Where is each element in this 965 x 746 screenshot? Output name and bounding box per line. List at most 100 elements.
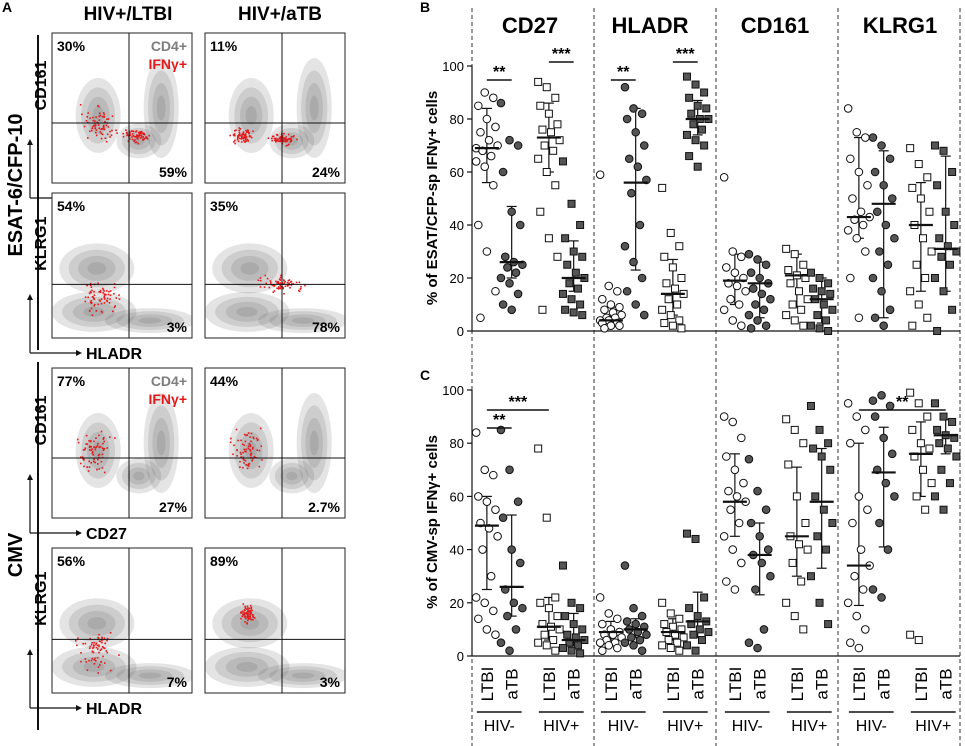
data-point <box>658 598 667 607</box>
cd4-density <box>280 669 326 682</box>
ifng-event <box>94 461 96 464</box>
data-point <box>870 167 880 177</box>
data-point <box>746 324 756 333</box>
ifng-event <box>275 141 277 143</box>
ifng-event <box>244 440 247 443</box>
data-point <box>751 300 760 309</box>
cd4-density <box>234 87 269 144</box>
ifng-event <box>290 284 293 287</box>
data-point <box>620 82 630 92</box>
ifng-event <box>138 134 141 136</box>
data-point <box>697 125 706 134</box>
data-point <box>923 412 932 421</box>
ifng-event <box>88 466 91 468</box>
ifng-event <box>116 132 118 134</box>
ifng-event <box>88 460 90 463</box>
flow-plot-frame <box>204 192 346 339</box>
ifng-event <box>88 449 91 451</box>
ifng-event <box>114 437 116 439</box>
data-point <box>540 630 549 639</box>
data-point <box>673 638 682 647</box>
cd4-density <box>156 95 166 121</box>
ifng-event <box>272 284 274 287</box>
data-point <box>507 305 516 315</box>
ifng-event <box>298 289 300 292</box>
data-point <box>815 425 824 434</box>
ifng-event <box>133 135 136 138</box>
data-point <box>906 287 915 296</box>
category-label: aTB <box>937 668 956 699</box>
cd4-density <box>231 610 269 636</box>
data-point <box>879 433 888 443</box>
cd4-density <box>72 656 116 677</box>
data-point <box>685 604 694 613</box>
data-point <box>484 135 494 145</box>
ifng-event <box>242 456 245 459</box>
ifng-event <box>144 136 147 139</box>
cd4-density <box>127 467 151 485</box>
data-point <box>576 300 585 309</box>
data-point <box>567 199 576 208</box>
data-point <box>569 620 578 629</box>
data-point <box>660 319 669 328</box>
ifng-event <box>242 466 244 469</box>
data-point <box>482 625 492 634</box>
category-label: aTB <box>627 668 646 699</box>
quadrant-pct-top: 56% <box>57 553 86 569</box>
ifng-event <box>109 298 111 300</box>
ifng-event <box>127 134 129 136</box>
data-point <box>753 316 762 325</box>
data-point <box>660 252 669 261</box>
ifng-event <box>90 440 92 442</box>
ifng-event <box>249 445 252 448</box>
data-point <box>868 273 878 283</box>
data-point <box>826 289 835 298</box>
cd4-density <box>156 430 166 456</box>
data-point <box>906 144 915 153</box>
ifng-event <box>233 141 235 143</box>
ifng-event <box>100 460 103 463</box>
cd4-density <box>258 308 345 334</box>
ifng-event <box>84 642 87 645</box>
significance-label: ** <box>493 412 506 429</box>
ifng-event <box>98 299 101 301</box>
data-point <box>732 492 742 501</box>
legend-cd4: CD4+ <box>151 373 187 389</box>
y-tick-label: 20 <box>450 596 464 611</box>
ifng-event <box>299 288 302 290</box>
data-point <box>935 234 944 243</box>
data-point <box>704 628 713 637</box>
data-point <box>744 454 754 464</box>
ifng-event <box>283 282 286 284</box>
data-point <box>515 558 525 568</box>
data-point <box>542 513 551 522</box>
cd4-density <box>152 418 170 468</box>
data-point <box>693 612 702 621</box>
ifng-event <box>106 118 108 120</box>
group-label: HIV- <box>856 718 887 735</box>
data-point <box>675 316 684 325</box>
ifng-event <box>277 281 279 283</box>
data-point <box>930 141 939 150</box>
data-point <box>824 620 833 629</box>
ifng-event <box>102 292 104 294</box>
ifng-event <box>239 460 241 463</box>
data-point <box>722 263 731 272</box>
arrow-head-up <box>27 139 33 145</box>
ifng-event <box>93 294 96 296</box>
ifng-event <box>103 113 106 116</box>
ifng-event <box>233 134 236 137</box>
ifng-event <box>90 462 92 464</box>
ifng-event <box>93 304 95 307</box>
data-point <box>919 234 928 243</box>
ifng-event <box>244 450 246 453</box>
ifng-event <box>253 455 256 458</box>
data-point <box>782 415 791 424</box>
ifng-event <box>290 135 293 138</box>
ifng-event <box>289 137 292 140</box>
flow-plot: 54% 3% HLADR KLRG1 <box>27 192 193 363</box>
data-point <box>846 273 855 283</box>
data-point <box>576 604 585 613</box>
ifng-event <box>245 131 248 133</box>
ifng-event <box>245 451 247 453</box>
